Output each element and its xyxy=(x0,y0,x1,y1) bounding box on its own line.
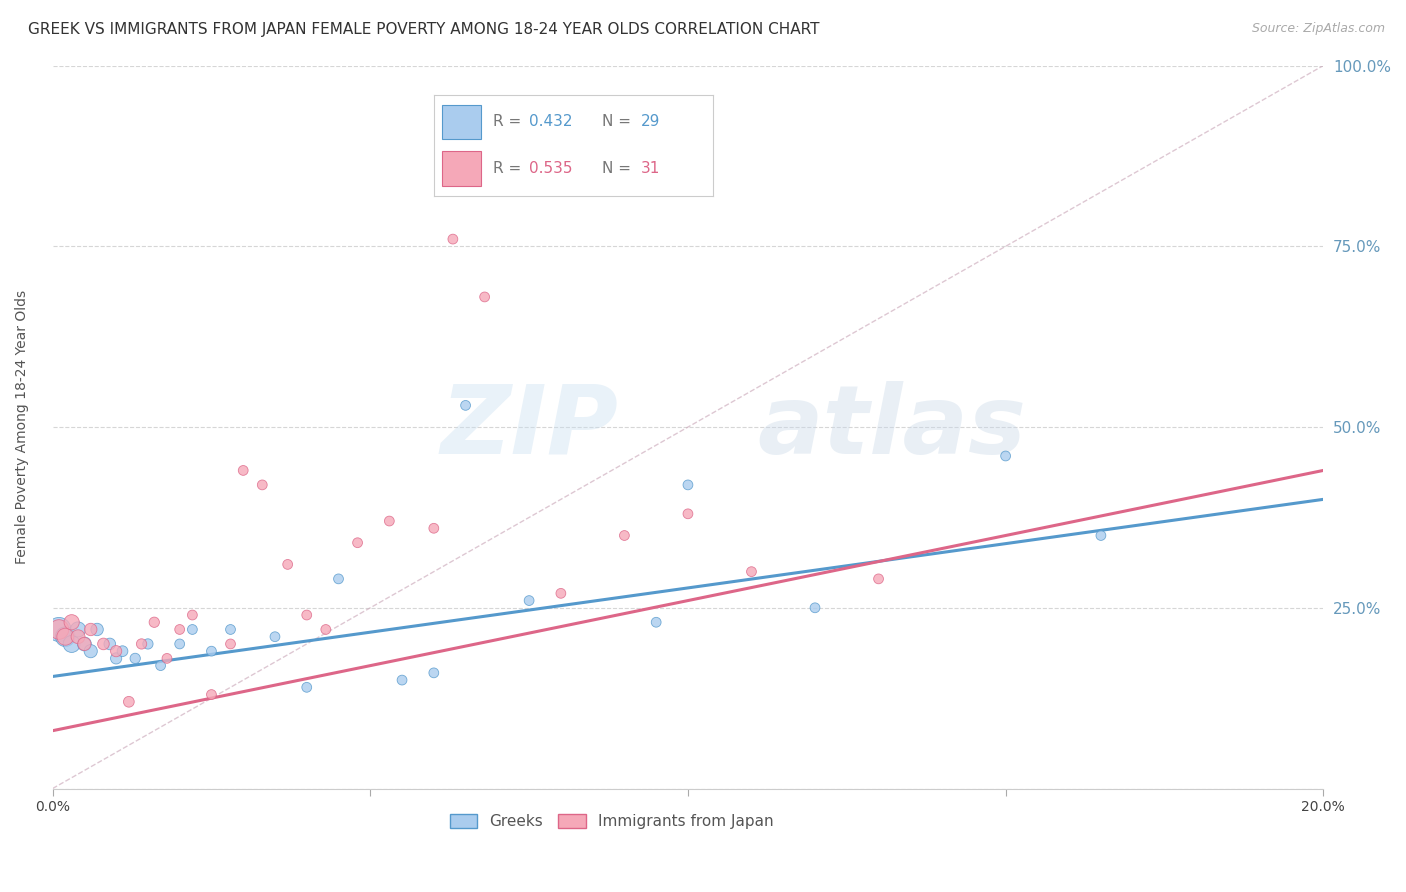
Point xyxy=(219,637,242,651)
Point xyxy=(423,521,446,535)
Point xyxy=(740,565,762,579)
Point xyxy=(73,637,96,651)
Point xyxy=(53,630,76,644)
Point xyxy=(136,637,159,651)
Point xyxy=(441,232,464,246)
Point xyxy=(252,478,274,492)
Text: GREEK VS IMMIGRANTS FROM JAPAN FEMALE POVERTY AMONG 18-24 YEAR OLDS CORRELATION : GREEK VS IMMIGRANTS FROM JAPAN FEMALE PO… xyxy=(28,22,820,37)
Point xyxy=(86,623,108,637)
Point xyxy=(423,665,446,680)
Point xyxy=(346,535,368,549)
Point xyxy=(868,572,890,586)
Text: ZIP: ZIP xyxy=(440,381,619,474)
Text: atlas: atlas xyxy=(758,381,1026,474)
Point xyxy=(156,651,179,665)
Point xyxy=(994,449,1017,463)
Point xyxy=(277,558,299,572)
Point xyxy=(517,593,540,607)
Point xyxy=(676,507,699,521)
Point xyxy=(149,658,172,673)
Point xyxy=(550,586,572,600)
Point xyxy=(169,637,191,651)
Point xyxy=(315,623,337,637)
Point xyxy=(73,637,96,651)
Point xyxy=(105,651,128,665)
Point xyxy=(676,478,699,492)
Point xyxy=(264,630,287,644)
Point xyxy=(53,630,76,644)
Point xyxy=(105,644,128,658)
Point xyxy=(454,398,477,412)
Point xyxy=(181,623,204,637)
Point xyxy=(232,463,254,477)
Point xyxy=(378,514,401,528)
Legend: Greeks, Immigrants from Japan: Greeks, Immigrants from Japan xyxy=(443,808,780,835)
Point xyxy=(48,623,70,637)
Point xyxy=(60,637,83,651)
Point xyxy=(80,644,103,658)
Point xyxy=(48,623,70,637)
Point xyxy=(200,688,222,702)
Point xyxy=(111,644,134,658)
Point xyxy=(804,600,827,615)
Point xyxy=(66,623,89,637)
Point xyxy=(474,290,496,304)
Point xyxy=(66,630,89,644)
Point xyxy=(118,695,141,709)
Point xyxy=(645,615,668,630)
Point xyxy=(391,673,413,687)
Point xyxy=(219,623,242,637)
Point xyxy=(80,623,103,637)
Text: Source: ZipAtlas.com: Source: ZipAtlas.com xyxy=(1251,22,1385,36)
Point xyxy=(200,644,222,658)
Point xyxy=(613,528,636,542)
Point xyxy=(143,615,166,630)
Point xyxy=(98,637,121,651)
Point xyxy=(295,607,318,622)
Point xyxy=(93,637,115,651)
Point xyxy=(328,572,350,586)
Point xyxy=(181,607,204,622)
Y-axis label: Female Poverty Among 18-24 Year Olds: Female Poverty Among 18-24 Year Olds xyxy=(15,290,30,564)
Point xyxy=(60,615,83,630)
Point xyxy=(169,623,191,637)
Point xyxy=(131,637,153,651)
Point xyxy=(124,651,146,665)
Point xyxy=(1090,528,1112,542)
Point xyxy=(295,681,318,695)
